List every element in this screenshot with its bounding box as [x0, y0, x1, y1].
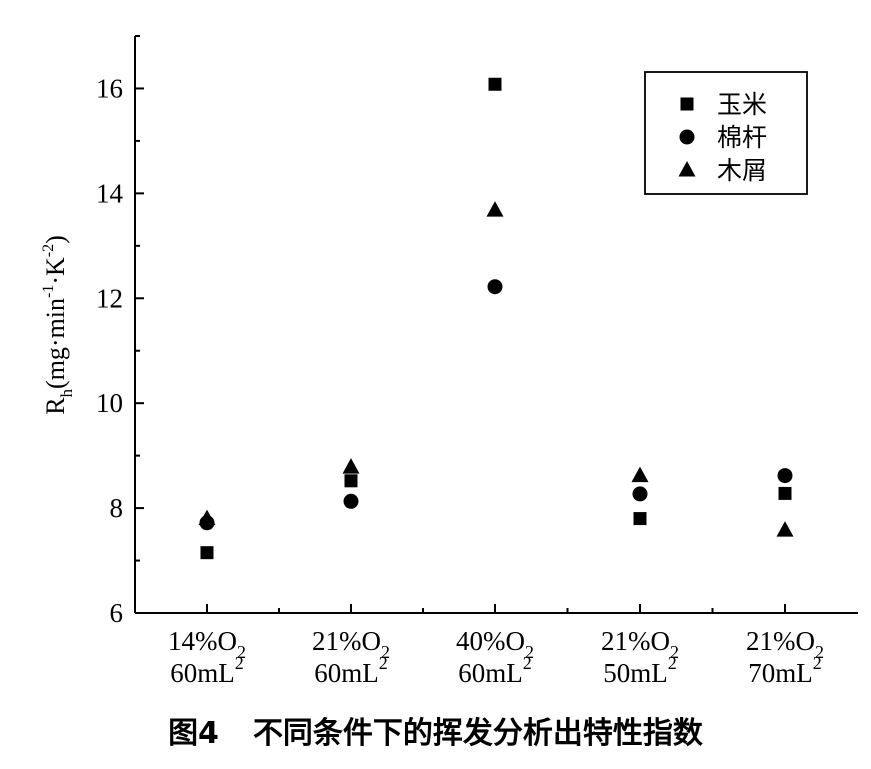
data-point-triangle [342, 458, 360, 474]
data-point-triangle [198, 509, 216, 526]
x-tick-label-volume: 70mL2 [748, 653, 822, 688]
x-tick-label-volume-superscript: 2 [813, 653, 822, 673]
x-tick-label-oxygen-subscript: 2 [815, 642, 824, 662]
data-point-circle [343, 493, 359, 509]
x-tick-label-volume: 60mL2 [170, 653, 244, 688]
data-point-square [200, 546, 214, 560]
figure-caption: 图4 不同条件下的挥发分析出特性指数 [0, 708, 871, 752]
data-point-triangle [776, 521, 794, 537]
x-tick-label-volume-superscript: 2 [379, 653, 388, 673]
x-tick-label-volume: 60mL2 [314, 653, 388, 688]
data-point-circle [487, 279, 503, 295]
x-tick-label-oxygen-text: 21%O [312, 626, 381, 656]
legend-label: 棉杆 [717, 123, 767, 152]
x-tick-label-volume-superscript: 2 [523, 653, 532, 673]
y-tick-label: 14 [96, 178, 124, 208]
y-tick-label: 8 [110, 493, 124, 523]
x-tick-label-volume-superscript: 2 [235, 653, 244, 673]
data-point-circle [777, 468, 793, 484]
x-tick-label-oxygen-subscript: 2 [525, 642, 534, 662]
y-tick-label: 6 [110, 598, 124, 628]
x-tick-label-volume: 50mL2 [603, 653, 677, 688]
legend-label: 玉米 [717, 90, 767, 119]
y-label-exponent-2: -2 [40, 244, 57, 257]
data-point-square [778, 486, 792, 500]
x-tick-label-oxygen-text: 40%O [456, 626, 525, 656]
y-axis-label: Rh(mg·min-1·K-2) [40, 235, 76, 415]
x-tick-label-volume-text: 60mL [458, 658, 523, 688]
legend-marker-circle [679, 129, 695, 145]
y-label-main: R [41, 397, 70, 415]
x-tick-label-volume: 60mL2 [458, 653, 532, 688]
data-point-square [633, 512, 647, 526]
data-point-square [488, 77, 502, 91]
x-tick-label-oxygen-subscript: 2 [237, 642, 246, 662]
axes [134, 36, 858, 614]
x-axis-ticks: 14%O260mL221%O260mL240%O260mL221%O250mL2… [168, 604, 824, 688]
y-tick-label: 10 [96, 388, 123, 418]
legend-label: 木屑 [717, 156, 767, 185]
x-tick-label-oxygen: 40%O2 [456, 626, 534, 662]
x-tick-label-volume-text: 60mL [314, 658, 379, 688]
x-tick-label-volume-text: 60mL [170, 658, 235, 688]
x-tick-label-oxygen: 21%O2 [601, 626, 679, 662]
y-tick-label: 16 [96, 73, 123, 103]
figure-number: 图4 [168, 716, 219, 751]
x-tick-label-volume-superscript: 2 [668, 653, 677, 673]
data-points [198, 77, 794, 560]
y-axis-label-text: Rh(mg·min-1·K-2) [40, 235, 76, 415]
y-tick-label: 12 [96, 283, 123, 313]
data-point-triangle [486, 201, 504, 217]
x-tick-label-oxygen-subscript: 2 [670, 642, 679, 662]
legend-box [644, 71, 808, 195]
y-label-unit-mid: ·K [41, 257, 70, 285]
figure-title: 不同条件下的挥发分析出特性指数 [252, 716, 703, 751]
x-tick-label-oxygen: 21%O2 [312, 626, 390, 662]
y-label-unit-open: (mg·min [41, 298, 70, 389]
x-tick-label-oxygen-text: 21%O [601, 626, 670, 656]
x-tick-label-oxygen: 14%O2 [168, 626, 246, 662]
legend-marker-triangle [678, 161, 696, 177]
x-tick-label-oxygen-subscript: 2 [381, 642, 390, 662]
data-point-circle [632, 486, 648, 502]
x-tick-label-oxygen: 21%O2 [746, 626, 824, 662]
legend-marker-square [680, 97, 694, 111]
y-label-unit-close: ) [41, 235, 70, 244]
x-tick-label-oxygen-text: 14%O [168, 626, 237, 656]
y-label-subscript: h [57, 388, 76, 397]
data-point-square [344, 474, 358, 488]
x-tick-label-volume-text: 50mL [603, 658, 668, 688]
x-tick-label-oxygen-text: 21%O [746, 626, 815, 656]
data-point-triangle [631, 466, 649, 483]
x-tick-label-volume-text: 70mL [748, 658, 813, 688]
y-label-exponent-1: -1 [40, 285, 57, 298]
y-axis-ticks: 6 8 10 12 14 16 [96, 35, 144, 628]
